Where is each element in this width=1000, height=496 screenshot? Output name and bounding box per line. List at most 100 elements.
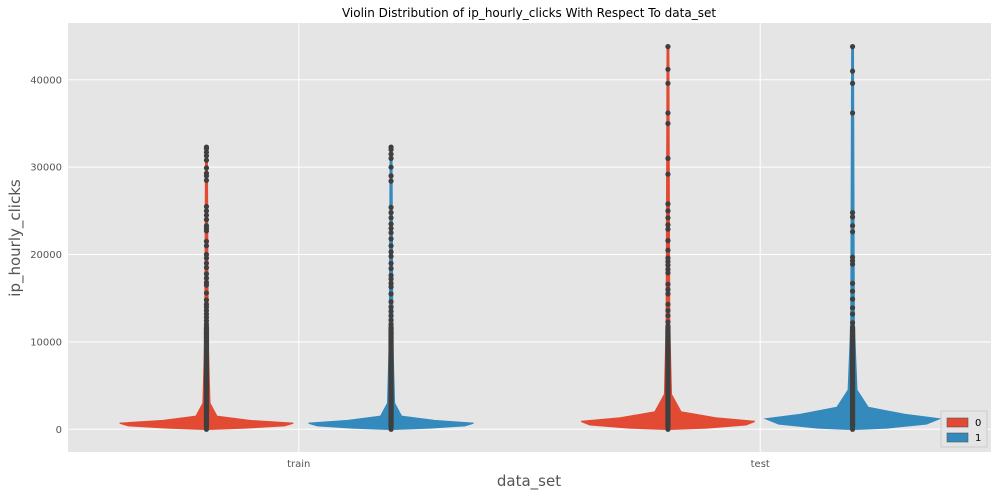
y-tick-label: 0	[56, 425, 62, 436]
observation-point	[849, 280, 856, 286]
observation-point	[849, 320, 856, 326]
observation-point	[849, 311, 856, 317]
observation-point	[388, 221, 394, 227]
dense-observation-cluster	[203, 324, 210, 430]
observation-point	[849, 110, 856, 116]
observation-point	[665, 110, 671, 116]
y-tick-label: 40000	[30, 75, 62, 86]
observation-point	[388, 249, 394, 255]
observation-point	[388, 284, 394, 290]
observation-point	[849, 44, 856, 50]
legend-swatch-1	[946, 432, 969, 443]
dense-observation-cluster	[388, 324, 394, 430]
observation-point	[388, 215, 394, 221]
observation-point	[388, 236, 394, 242]
chart-title: Violin Distribution of ip_hourly_clicks …	[342, 6, 716, 20]
observation-point	[849, 80, 856, 86]
observation-point	[203, 297, 210, 303]
observation-point	[203, 260, 210, 266]
observation-point	[388, 173, 394, 179]
observation-point	[665, 120, 671, 127]
observation-point	[849, 210, 856, 216]
observation-point	[849, 296, 856, 302]
y-tick-label: 30000	[30, 163, 62, 174]
x-axis: train test	[287, 459, 770, 470]
y-axis-label: ip_hourly_clicks	[6, 179, 25, 297]
observation-point	[665, 313, 671, 319]
observation-point	[665, 238, 671, 244]
observation-point	[388, 155, 394, 161]
observation-point	[665, 301, 671, 307]
legend-label-0: 0	[975, 418, 981, 429]
observation-point	[203, 255, 210, 261]
observation-point	[388, 151, 394, 157]
observation-point	[665, 307, 671, 314]
observation-point	[203, 208, 210, 214]
violins	[119, 44, 942, 432]
x-tick-label: test	[751, 459, 770, 470]
observation-point	[388, 304, 394, 310]
observation-point	[203, 157, 210, 163]
observation-point	[388, 313, 394, 319]
observation-point	[388, 308, 394, 314]
legend-swatch-0	[946, 417, 969, 428]
observation-point	[665, 291, 671, 297]
observation-point	[388, 147, 394, 153]
observation-point	[665, 44, 671, 50]
observation-point	[665, 262, 671, 268]
observation-point	[203, 275, 210, 281]
observation-point	[203, 228, 210, 234]
observation-point	[388, 178, 394, 184]
observation-point	[203, 177, 210, 183]
observation-point	[203, 173, 210, 179]
observation-point	[203, 290, 210, 296]
x-axis-label: data_set	[497, 472, 561, 491]
y-tick-label: 20000	[30, 250, 62, 261]
plot-background	[68, 23, 991, 452]
observation-point	[388, 291, 394, 297]
observation-point	[665, 281, 671, 287]
legend-label-1: 1	[975, 433, 981, 444]
observation-point	[849, 229, 856, 235]
observation-point	[665, 286, 671, 293]
observation-point	[203, 238, 210, 244]
observation-point	[203, 203, 210, 210]
observation-point	[849, 288, 856, 294]
observation-point	[665, 319, 671, 325]
observation-point	[388, 299, 394, 305]
y-tick-label: 10000	[30, 337, 62, 348]
observation-point	[849, 305, 856, 311]
observation-point	[665, 247, 671, 253]
observation-point	[849, 261, 856, 267]
observation-point	[665, 201, 671, 207]
observation-point	[388, 230, 394, 236]
x-tick-label: train	[287, 459, 310, 470]
observation-point	[203, 212, 210, 218]
observation-point	[388, 225, 394, 231]
observation-point	[203, 153, 210, 159]
dense-observation-cluster	[665, 324, 671, 430]
observation-point	[388, 210, 394, 216]
observation-point	[665, 80, 671, 86]
observation-point	[388, 276, 394, 282]
observation-point	[849, 223, 856, 229]
observation-point	[849, 68, 856, 74]
y-axis: 0 10000 20000 30000 40000	[30, 75, 62, 435]
observation-point	[388, 253, 394, 259]
observation-point	[665, 155, 671, 161]
observation-point	[388, 317, 394, 323]
dense-observation-cluster	[849, 324, 856, 430]
observation-point	[665, 226, 671, 232]
legend: 0 1	[940, 410, 988, 448]
observation-point	[388, 243, 394, 249]
observation-point	[388, 265, 394, 272]
observation-point	[203, 165, 210, 171]
observation-point	[665, 222, 671, 228]
observation-point	[203, 271, 210, 277]
observation-point	[203, 265, 210, 271]
observation-point	[203, 282, 210, 288]
observation-point	[665, 208, 671, 214]
observation-point	[203, 217, 210, 223]
observation-point	[388, 164, 394, 170]
